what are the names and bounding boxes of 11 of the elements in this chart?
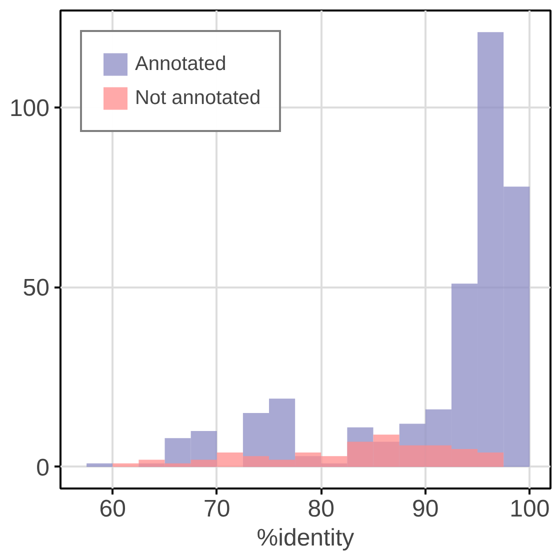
x-tick-label: 90 [412, 496, 439, 522]
x-tick-label: 60 [99, 496, 126, 522]
x-axis-title: %identity [256, 524, 354, 552]
y-tick-label: 100 [9, 95, 50, 122]
x-tick-label: 80 [308, 496, 334, 522]
legend-label: Not annotated [135, 86, 261, 110]
y-tick-label: 50 [22, 274, 50, 302]
x-tick-label: 100 [510, 496, 550, 522]
legend-label: Annotated [135, 52, 226, 76]
y-tick-label: 0 [36, 454, 50, 482]
x-tick-label: 70 [204, 496, 230, 522]
